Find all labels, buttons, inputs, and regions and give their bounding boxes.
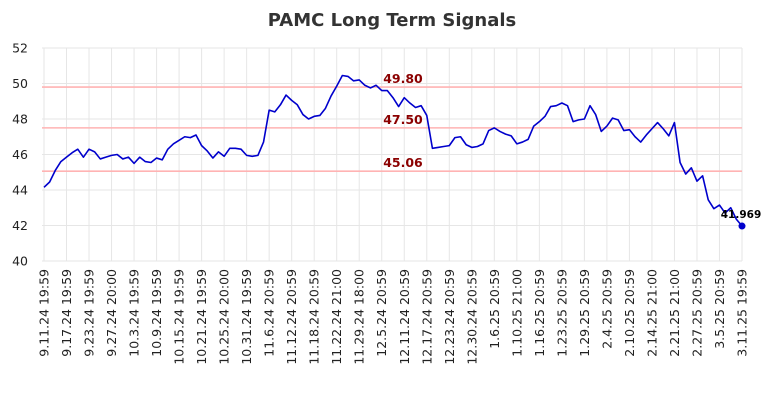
x-tick-label: 9.27.24 20:00: [104, 269, 119, 357]
x-tick-label: 9.11.24 19:59: [37, 269, 52, 357]
x-tick-label: 1.6.25 20:59: [487, 269, 502, 349]
reference-line-label: 47.50: [383, 112, 423, 127]
x-tick-label: 9.17.24 19:59: [59, 269, 74, 357]
series-line: [43, 74, 743, 227]
x-tick-label: 11.29.24 18:00: [352, 269, 367, 365]
x-tick-label: 12.23.24 20:59: [442, 269, 457, 365]
x-tick-label: 10.15.24 19:59: [172, 269, 187, 365]
x-tick-label: 11.22.24 21:00: [329, 269, 344, 365]
y-tick-label: 52: [12, 41, 28, 56]
x-tick-label: 11.18.24 20:59: [307, 269, 322, 365]
x-tick-label: 3.11.25 19:59: [735, 269, 750, 357]
x-tick-label: 2.10.25 20:59: [622, 269, 637, 357]
x-tick-label: 2.14.25 21:00: [644, 269, 659, 357]
y-tick-label: 46: [12, 147, 28, 162]
x-tick-label: 2.4.25 20:59: [599, 269, 614, 349]
x-tick-label: 10.3.24 19:59: [127, 269, 142, 357]
x-tick-label: 12.5.24 20:59: [374, 269, 389, 357]
y-tick-label: 50: [12, 76, 28, 91]
x-tick-label: 10.31.24 19:59: [239, 269, 254, 365]
y-tick-label: 44: [12, 183, 28, 198]
reference-line-label: 49.80: [383, 71, 423, 86]
x-tick-label: 12.30.24 20:59: [464, 269, 479, 365]
x-tick-label: 2.27.25 20:59: [689, 269, 704, 357]
y-axis-ticks: 40 42 44 46 48 50 52: [12, 41, 28, 269]
reference-line-label: 45.06: [383, 155, 423, 170]
y-tick-label: 48: [12, 112, 28, 127]
x-tick-label: 12.11.24 20:59: [397, 269, 412, 365]
x-axis-ticks: 9.11.24 19:59 9.17.24 19:59 9.23.24 19:59 9…: [37, 269, 750, 365]
x-tick-label: 1.23.25 20:59: [554, 269, 569, 357]
x-tick-label: 10.21.24 19:59: [194, 269, 209, 365]
x-tick-label: 1.10.25 21:00: [509, 269, 524, 357]
x-tick-label: 1.16.25 20:59: [532, 269, 547, 357]
last-value-label: 41.969: [721, 209, 762, 221]
last-point-marker: [738, 222, 746, 230]
y-tick-label: 40: [12, 254, 28, 269]
x-tick-label: 3.5.25 20:59: [712, 269, 727, 349]
y-tick-label: 42: [12, 218, 28, 233]
x-tick-label: 12.17.24 20:59: [419, 269, 434, 365]
chart-title: PAMC Long Term Signals: [268, 10, 517, 31]
x-tick-label: 9.23.24 19:59: [82, 269, 97, 357]
x-tick-label: 1.29.25 20:59: [577, 269, 592, 357]
reference-lines: 49.80 47.50 45.06: [42, 71, 742, 172]
x-tick-label: 10.25.24 20:00: [217, 269, 232, 365]
x-tick-label: 10.9.24 19:59: [149, 269, 164, 357]
x-tick-label: 11.6.24 20:59: [262, 269, 277, 357]
x-tick-label: 11.12.24 20:59: [284, 269, 299, 365]
x-tick-label: 2.21.25 21:00: [667, 269, 682, 357]
